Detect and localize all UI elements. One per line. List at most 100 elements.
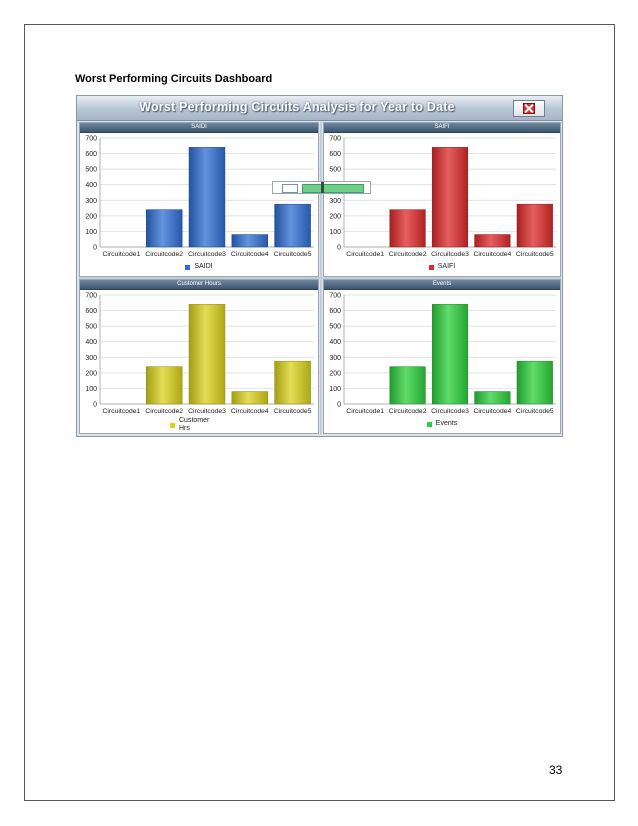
close-x-icon: [523, 103, 535, 114]
bar: [431, 304, 469, 405]
events-panel-title: Events: [432, 281, 452, 287]
bar: [188, 304, 226, 405]
saidi-legend: SAIDI: [80, 263, 318, 271]
slider-grip[interactable]: [282, 184, 298, 193]
panel-header: Events: [324, 280, 560, 290]
y-tick-label: 600: [329, 151, 341, 158]
document-heading: Worst Performing Circuits Dashboard: [75, 73, 273, 85]
x-category-label: Circuitcode1: [346, 251, 384, 258]
y-tick-label: 700: [329, 136, 341, 143]
panel-header: Customer Hours: [80, 280, 318, 290]
y-tick-label: 100: [85, 229, 97, 236]
bar: [188, 147, 226, 248]
bar: [516, 203, 553, 248]
legend-label: Events: [435, 420, 458, 427]
horizontal-splitter[interactable]: [79, 277, 561, 279]
legend-swatch: [428, 264, 434, 270]
x-category-label: Circuitcode4: [474, 251, 512, 258]
y-tick-label: 500: [329, 324, 341, 331]
bar: [145, 209, 183, 248]
bar: [474, 234, 511, 248]
dashboard-title-bar: Worst Performing Circuits Analysis for Y…: [77, 96, 562, 121]
bar: [231, 234, 269, 248]
panel-header: SAIFI: [324, 123, 560, 133]
y-tick-label: 400: [329, 339, 341, 346]
bar: [231, 391, 269, 405]
bar: [389, 209, 426, 248]
bar: [274, 360, 311, 405]
y-tick-label: 300: [329, 198, 341, 205]
saifi-legend: SAIFI: [324, 263, 560, 271]
y-tick-label: 0: [337, 245, 341, 252]
dashboard-window: Worst Performing Circuits Analysis for Y…: [76, 95, 563, 437]
bar: [431, 147, 469, 248]
x-category-label: Circuitcode5: [516, 251, 554, 258]
x-category-label: Circuitcode3: [431, 408, 469, 415]
legend-label: Customer Hrs: [179, 417, 210, 432]
y-tick-label: 300: [329, 355, 341, 362]
y-tick-label: 100: [329, 386, 341, 393]
x-category-label: Circuitcode2: [389, 251, 427, 258]
page-number: 33: [549, 763, 563, 777]
y-tick-label: 500: [85, 324, 97, 331]
y-tick-label: 400: [85, 182, 97, 189]
y-tick-label: 700: [85, 136, 97, 143]
saifi-chart: 0100200300400500600700Circuitcode1Circui…: [329, 136, 556, 258]
x-category-label: Circuitcode3: [431, 251, 469, 258]
y-tick-label: 200: [85, 370, 97, 377]
events-legend: Events: [324, 420, 560, 428]
y-tick-label: 600: [85, 151, 97, 158]
customer-hours-panel: Customer Hours 0 100 200 300 400 500 600 700 Cir…: [79, 279, 319, 434]
y-tick-label: 700: [329, 293, 341, 300]
bar: [474, 391, 511, 405]
saifi-panel: SAIFI 0100200300400500600700Circuitcode1…: [323, 122, 561, 277]
legend-swatch: [185, 264, 191, 270]
saidi-chart: 0 100 200 300 400 500 600 700 Circuitcode1 Circui…: [85, 136, 314, 258]
customer-hours-legend: Customer Hrs: [170, 417, 213, 433]
y-tick-label: 0: [93, 245, 97, 252]
y-tick-label: 300: [85, 355, 97, 362]
close-button[interactable]: [513, 100, 545, 117]
legend-label: SAIDI: [194, 263, 213, 270]
y-tick-label: 0: [337, 402, 341, 409]
page-frame: [24, 24, 615, 801]
y-tick-label: 200: [329, 370, 341, 377]
y-tick-label: 600: [85, 308, 97, 315]
slider-knob[interactable]: [321, 182, 324, 193]
y-tick-label: 500: [329, 167, 341, 174]
x-category-label: Circuitcode3: [188, 408, 226, 415]
bar: [389, 366, 426, 405]
x-category-label: Circuitcode4: [231, 251, 269, 258]
saidi-panel-title: SAIDI: [191, 124, 207, 130]
panel-header: SAIDI: [80, 123, 318, 133]
bar: [145, 366, 183, 405]
slider-fill: [302, 184, 364, 193]
x-category-label: Circuitcode4: [474, 408, 512, 415]
x-category-label: Circuitcode1: [103, 408, 141, 415]
y-tick-label: 500: [85, 167, 97, 174]
y-tick-label: 200: [329, 213, 341, 220]
resize-slider[interactable]: [272, 181, 371, 194]
x-category-label: Circuitcode5: [274, 251, 312, 258]
y-tick-label: 600: [329, 308, 341, 315]
saifi-panel-title: SAIFI: [434, 124, 450, 130]
x-category-label: Circuitcode2: [389, 408, 427, 415]
x-category-label: Circuitcode2: [145, 251, 183, 258]
legend-label: SAIFI: [437, 263, 456, 270]
events-chart: 0 100 200 300 400 500 600 700 Circuitcode1 Circui…: [329, 293, 556, 415]
x-category-label: Circuitcode1: [103, 251, 141, 258]
y-tick-label: 100: [85, 386, 97, 393]
customer-hours-panel-title: Customer Hours: [177, 281, 221, 287]
x-category-label: Circuitcode1: [346, 408, 384, 415]
x-category-label: Circuitcode2: [145, 408, 183, 415]
bar: [516, 360, 553, 405]
x-category-label: Circuitcode5: [516, 408, 554, 415]
y-tick-label: 300: [85, 198, 97, 205]
y-tick-label: 100: [329, 229, 341, 236]
legend-swatch: [170, 422, 175, 428]
y-tick-label: 400: [85, 339, 97, 346]
y-tick-label: 200: [85, 213, 97, 220]
x-category-label: Circuitcode4: [231, 408, 269, 415]
events-panel: Events 0 100 200 300 400 500 600 700 Circuitcode…: [323, 279, 561, 434]
bar: [274, 203, 311, 248]
